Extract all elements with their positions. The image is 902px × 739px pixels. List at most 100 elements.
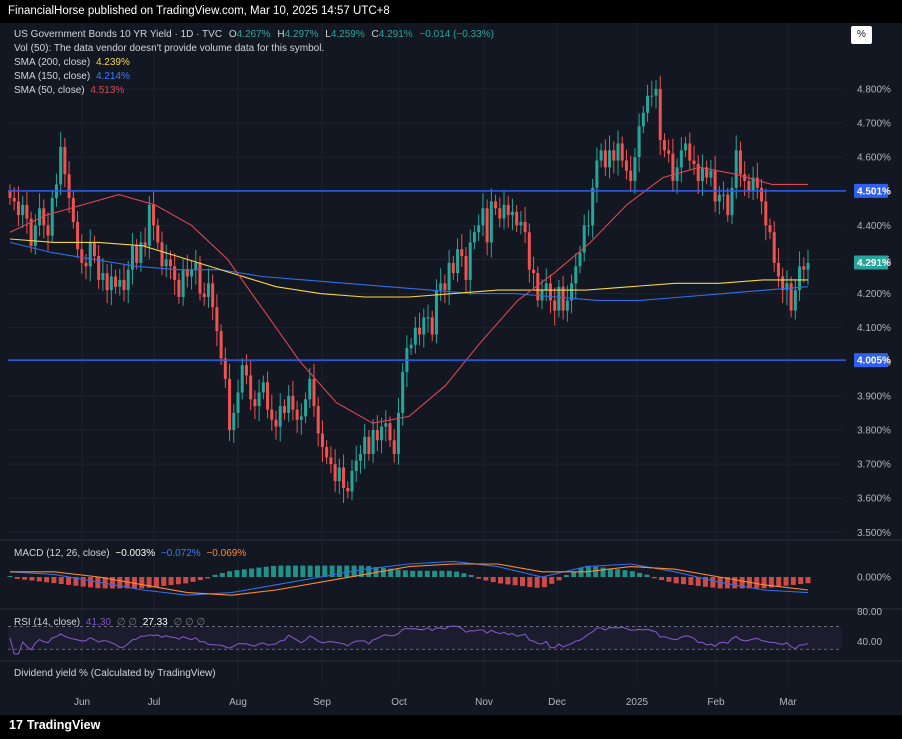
candle-body xyxy=(401,372,405,413)
tradingview-logo[interactable]: 17 TradingView xyxy=(9,718,100,732)
candle-body xyxy=(738,150,742,175)
high-value: 4.297% xyxy=(284,29,319,40)
macd-histogram-bar xyxy=(615,569,621,577)
candle-body xyxy=(553,300,557,311)
candle-body xyxy=(764,201,768,226)
x-tick-label: Nov xyxy=(475,697,493,708)
candle-body xyxy=(92,242,96,257)
dividend-label: Dividend yield % (Calculated by TradingV… xyxy=(14,668,216,679)
candle-body xyxy=(688,143,692,161)
sma200-value: 4.239% xyxy=(95,57,130,68)
candle-body xyxy=(591,187,595,226)
candle-body xyxy=(346,488,350,492)
candle-body xyxy=(561,286,565,311)
candle-body xyxy=(540,290,544,301)
candle-body xyxy=(646,95,650,113)
candle-body xyxy=(717,194,721,202)
macd-histogram-bar xyxy=(44,577,50,583)
macd-histogram-bar xyxy=(161,577,167,586)
publish-header: FinancialHorse published on TradingView.… xyxy=(0,0,902,23)
rsi-scale-bottom: 40.00 xyxy=(857,637,882,648)
candle-body xyxy=(228,378,232,431)
macd-histogram-bar xyxy=(571,571,577,577)
candle-body xyxy=(515,211,519,226)
macd-label: MACD (12, 26, close) xyxy=(14,548,110,559)
candle-body xyxy=(413,327,417,345)
candle-body xyxy=(282,406,286,413)
macd-signal-line xyxy=(10,563,809,596)
macd-histogram-bar xyxy=(461,573,467,577)
macd-histogram-bar xyxy=(366,566,372,577)
last-price-label: 4.291% xyxy=(857,258,891,269)
candle-body xyxy=(371,430,375,454)
rsi-value-extra: ∅ ∅ xyxy=(116,617,137,628)
candle-body xyxy=(629,170,633,181)
macd-histogram-bar xyxy=(519,577,525,587)
x-tick-label: 2025 xyxy=(626,697,649,708)
macd-histogram-bar xyxy=(22,577,28,580)
macd-histogram-bar xyxy=(724,577,730,589)
symbol-name: US Government Bonds 10 YR Yield · 1D · T… xyxy=(14,29,223,40)
macd-histogram-bar xyxy=(703,577,709,587)
macd-histogram-bar xyxy=(798,577,804,585)
macd-histogram-bar xyxy=(227,571,233,577)
candle-body xyxy=(354,460,358,471)
candle-body xyxy=(709,170,713,178)
rsi-label: RSI (14, close) xyxy=(14,617,81,628)
candle-body xyxy=(679,150,683,168)
candle-body xyxy=(667,150,671,154)
macd-histogram-bar xyxy=(761,577,767,589)
candle-body xyxy=(464,256,468,280)
candle-body xyxy=(489,201,493,243)
rsi-band xyxy=(8,626,842,650)
percent-scale-button[interactable]: % xyxy=(851,26,872,44)
macd-histogram-bar xyxy=(380,567,386,577)
candle-body xyxy=(63,146,67,175)
candle-body xyxy=(350,470,354,492)
chart-area[interactable]: 4.800%4.700%4.600%4.500%4.400%4.300%4.20… xyxy=(0,23,902,715)
macd-histogram-bar xyxy=(659,577,665,581)
candle-body xyxy=(130,245,134,270)
candle-body xyxy=(418,327,422,335)
macd-histogram-bar xyxy=(541,577,547,588)
candle-body xyxy=(603,150,607,168)
candle-body xyxy=(620,143,624,161)
x-tick-label: Feb xyxy=(707,697,725,708)
macd-histogram-bar xyxy=(124,577,130,589)
macd-histogram-bar xyxy=(256,567,262,577)
candle-body xyxy=(126,269,130,291)
candle-body xyxy=(789,283,793,311)
macd-histogram-bar xyxy=(768,577,774,588)
candle-body xyxy=(211,283,215,308)
candle-body xyxy=(122,279,126,291)
x-tick-label: Mar xyxy=(779,697,797,708)
candle-body xyxy=(198,262,202,294)
price-chart-svg[interactable]: 4.800%4.700%4.600%4.500%4.400%4.300%4.20… xyxy=(0,23,902,715)
candle-body xyxy=(25,204,29,219)
candle-body xyxy=(570,283,574,301)
macd-histogram-bar xyxy=(88,577,94,588)
sma150-label: SMA (150, close) xyxy=(14,71,91,82)
candle-body xyxy=(316,406,320,434)
candle-body xyxy=(772,232,776,263)
macd-histogram-bar xyxy=(432,570,438,577)
volume-note-text: Vol (50): The data vendor doesn't provid… xyxy=(14,43,325,54)
candle-body xyxy=(257,392,261,407)
candle-body xyxy=(67,174,71,199)
candle-body xyxy=(671,153,675,181)
candle-body xyxy=(50,198,54,236)
macd-histogram-bar xyxy=(197,577,203,581)
candle-body xyxy=(806,262,810,270)
candle-body xyxy=(565,300,569,311)
footer-bar: 17 TradingView xyxy=(0,715,902,739)
candle-body xyxy=(439,283,443,291)
candle-body xyxy=(751,177,755,192)
sma50-legend: SMA (50, close) 4.513% xyxy=(14,84,124,98)
candle-body xyxy=(367,436,371,454)
symbol-legend: US Government Bonds 10 YR Yield · 1D · T… xyxy=(14,28,494,42)
candle-body xyxy=(485,208,489,243)
macd-histogram-bar xyxy=(153,577,159,587)
candle-body xyxy=(363,436,367,454)
candle-body xyxy=(261,382,265,393)
candle-body xyxy=(329,457,333,465)
